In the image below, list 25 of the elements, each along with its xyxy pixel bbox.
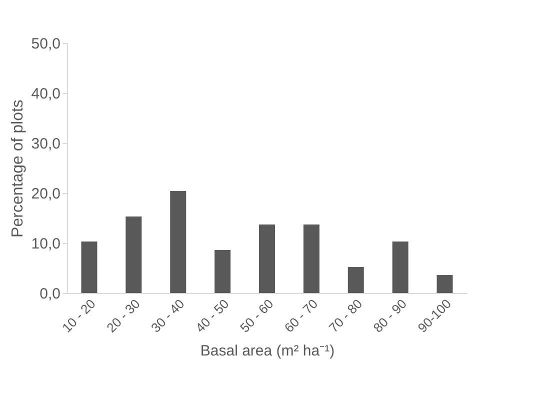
x-tick-label: 80 - 90 bbox=[370, 296, 410, 336]
x-tick-label: 70 - 80 bbox=[326, 296, 366, 336]
bar bbox=[392, 242, 408, 293]
y-tick-label: 0,0 bbox=[40, 286, 60, 302]
x-tick-label: 40 - 50 bbox=[192, 296, 232, 336]
x-tick-label: 20 - 30 bbox=[104, 296, 143, 336]
x-tick-label: 10 - 20 bbox=[59, 296, 98, 336]
x-axis-title: Basal area (m² ha⁻¹) bbox=[200, 342, 335, 360]
bar bbox=[303, 224, 320, 293]
y-axis-title: Percentage of plots bbox=[9, 100, 26, 238]
bar bbox=[348, 267, 364, 293]
y-tick-label: 10,0 bbox=[31, 236, 60, 252]
y-tick-label: 40,0 bbox=[31, 86, 60, 102]
x-tick-label: 30 - 40 bbox=[148, 296, 188, 336]
y-tick-label: 50,0 bbox=[31, 36, 60, 52]
bar bbox=[436, 275, 453, 293]
x-tick-label: 50 - 60 bbox=[236, 296, 276, 336]
bar bbox=[214, 250, 231, 293]
bar bbox=[126, 216, 142, 293]
bar bbox=[259, 224, 275, 293]
bar bbox=[170, 191, 186, 293]
bar bbox=[81, 242, 98, 293]
x-tick-label: 60 - 70 bbox=[281, 296, 321, 336]
y-tick-label: 30,0 bbox=[31, 136, 60, 152]
y-tick-label: 20,0 bbox=[31, 186, 60, 202]
